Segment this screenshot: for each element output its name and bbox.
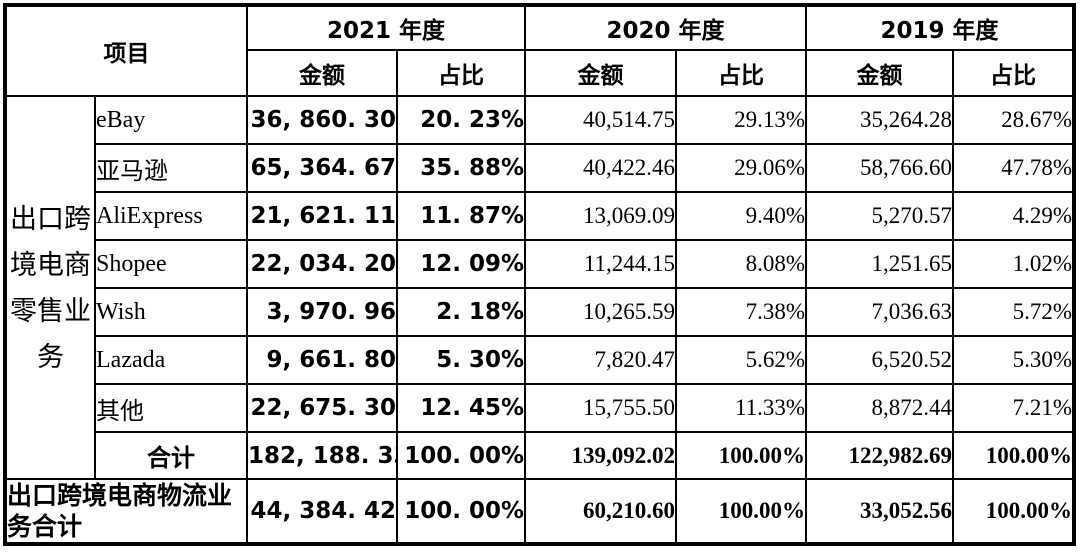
ratio-2020: 7.38% <box>675 287 807 337</box>
amount-2021: 22, 675. 30 <box>246 383 398 433</box>
table-row-wish: Wish 3, 970. 96 2. 18% 10,265.59 7.38% 7… <box>5 287 1075 337</box>
amount-2021: 36, 860. 30 <box>246 95 398 145</box>
logistics-total-label: 出口跨境电商物流业 务合计 <box>4 478 248 545</box>
logistics-label-line: 出口跨境电商物流业 <box>7 481 233 510</box>
amount-2019: 6,520.52 <box>805 335 954 385</box>
amount-2019: 7,036.63 <box>805 287 954 337</box>
amount-2020: 11,244.15 <box>524 239 677 289</box>
financial-table: 项目 2021 年度 2020 年度 2019 年度 金额 占比 金额 占比 金… <box>3 3 1076 546</box>
ratio-2021: 11. 87% <box>396 191 526 241</box>
ratio-2021: 12. 09% <box>396 239 526 289</box>
amount-2021: 9, 661. 80 <box>246 335 398 385</box>
ratio-2020: 100.00% <box>675 431 807 480</box>
amount-2020: 40,514.75 <box>524 95 677 145</box>
amount-2019: 8,872.44 <box>805 383 954 433</box>
amount-2021: 44, 384. 42 <box>246 478 398 545</box>
table-row-other: 其他 22, 675. 30 12. 45% 15,755.50 11.33% … <box>5 383 1075 433</box>
logistics-label-line: 务合计 <box>7 512 83 541</box>
ratio-2021: 20. 23% <box>396 95 526 145</box>
amount-2021: 21, 621. 11 <box>246 191 398 241</box>
amount-2019: 33,052.56 <box>805 478 954 545</box>
total-label: 合计 <box>94 431 248 480</box>
platform-name: Wish <box>94 287 248 337</box>
table-row-logistics-total: 出口跨境电商物流业 务合计 44, 384. 42 100. 00% 60,21… <box>4 478 1075 545</box>
amount-2020: 13,069.09 <box>524 191 677 241</box>
amount-2020: 15,755.50 <box>524 383 677 433</box>
header-row-measures: 金额 占比 金额 占比 金额 占比 <box>5 49 1075 97</box>
platform-name: AliExpress <box>94 191 248 241</box>
ratio-2021: 35. 88% <box>396 143 526 193</box>
group-label-line: 出口跨 <box>10 203 91 234</box>
header-row-years: 项目 2021 年度 2020 年度 2019 年度 <box>4 4 1075 97</box>
ratio-2019: 100.00% <box>952 478 1075 545</box>
amount-2019: 58,766.60 <box>805 143 954 193</box>
group-label-line: 境电商 <box>10 249 91 280</box>
amount-2021: 22, 034. 20 <box>246 239 398 289</box>
amount-2020: 40,422.46 <box>524 143 677 193</box>
platform-name: 亚马逊 <box>94 143 248 193</box>
header-amount-2019: 金额 <box>805 49 954 97</box>
amount-2020: 60,210.60 <box>524 478 677 545</box>
amount-2020: 7,820.47 <box>524 335 677 385</box>
header-ratio-2020: 占比 <box>675 49 807 97</box>
ratio-2021: 100. 00% <box>396 431 526 480</box>
ratio-2021: 12. 45% <box>396 383 526 433</box>
ratio-2019: 5.30% <box>952 335 1075 385</box>
table-row-aliexpress: AliExpress 21, 621. 11 11. 87% 13,069.09… <box>5 191 1075 241</box>
ratio-2019: 7.21% <box>952 383 1075 433</box>
header-project: 项目 <box>4 4 248 97</box>
header-amount-2020: 金额 <box>524 49 677 97</box>
ratio-2021: 5. 30% <box>396 335 526 385</box>
amount-2021: 182, 188. 33 <box>246 431 398 480</box>
header-year-2019: 2019 年度 <box>805 4 1075 51</box>
platform-name: eBay <box>94 95 248 145</box>
amount-2020: 139,092.02 <box>524 431 677 480</box>
amount-2020: 10,265.59 <box>524 287 677 337</box>
table-row-ebay: 出口跨 境电商 零售业 务 eBay 36, 860. 30 20. 23% 4… <box>4 95 1075 480</box>
table-row-retail-total: 合计 182, 188. 33 100. 00% 139,092.02 100.… <box>5 431 1075 480</box>
ratio-2020: 29.06% <box>675 143 807 193</box>
table-row-lazada: Lazada 9, 661. 80 5. 30% 7,820.47 5.62% … <box>5 335 1075 385</box>
ratio-2019: 5.72% <box>952 287 1075 337</box>
ratio-2020: 5.62% <box>675 335 807 385</box>
group-label-retail-business: 出口跨 境电商 零售业 务 <box>4 95 96 480</box>
table-row-amazon: 亚马逊 65, 364. 67 35. 88% 40,422.46 29.06%… <box>5 143 1075 193</box>
amount-2021: 3, 970. 96 <box>246 287 398 337</box>
ratio-2021: 100. 00% <box>396 478 526 545</box>
group-label-line: 零售业 <box>10 295 91 326</box>
table-row-shopee: Shopee 22, 034. 20 12. 09% 11,244.15 8.0… <box>5 239 1075 289</box>
platform-name: Shopee <box>94 239 248 289</box>
amount-2019: 35,264.28 <box>805 95 954 145</box>
ratio-2019: 28.67% <box>952 95 1075 145</box>
platform-name: 其他 <box>94 383 248 433</box>
ratio-2019: 47.78% <box>952 143 1075 193</box>
ratio-2019: 100.00% <box>952 431 1075 480</box>
header-year-2021: 2021 年度 <box>246 4 526 51</box>
ratio-2020: 100.00% <box>675 478 807 545</box>
header-ratio-2021: 占比 <box>396 49 526 97</box>
ratio-2021: 2. 18% <box>396 287 526 337</box>
ratio-2019: 1.02% <box>952 239 1075 289</box>
ratio-2019: 4.29% <box>952 191 1075 241</box>
amount-2021: 65, 364. 67 <box>246 143 398 193</box>
ratio-2020: 11.33% <box>675 383 807 433</box>
header-amount-2021: 金额 <box>246 49 398 97</box>
group-label-line: 务 <box>37 341 64 372</box>
ratio-2020: 9.40% <box>675 191 807 241</box>
amount-2019: 122,982.69 <box>805 431 954 480</box>
ratio-2020: 29.13% <box>675 95 807 145</box>
amount-2019: 5,270.57 <box>805 191 954 241</box>
header-ratio-2019: 占比 <box>952 49 1075 97</box>
header-year-2020: 2020 年度 <box>524 4 807 51</box>
ratio-2020: 8.08% <box>675 239 807 289</box>
amount-2019: 1,251.65 <box>805 239 954 289</box>
platform-name: Lazada <box>94 335 248 385</box>
